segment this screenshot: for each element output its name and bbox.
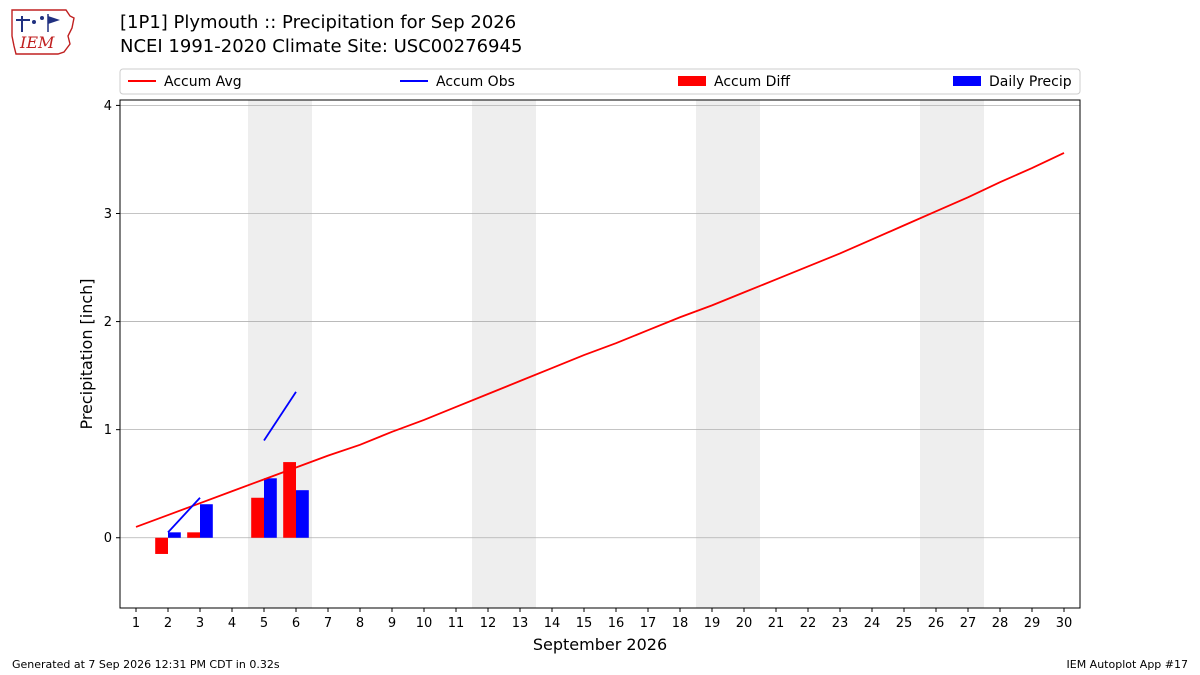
- x-tick-label: 8: [356, 616, 364, 631]
- legend: Accum Avg Accum Obs Accum Diff Daily Precip: [119, 68, 1081, 95]
- y-axis-label: Precipitation [inch]: [77, 278, 96, 429]
- accum-diff-bar: [155, 537, 168, 554]
- x-tick-label: 5: [260, 616, 268, 631]
- weekend-band: [472, 100, 536, 608]
- legend-label: Accum Diff: [714, 74, 790, 90]
- x-axis-label: September 2026: [533, 635, 667, 654]
- x-tick-label: 9: [388, 616, 396, 631]
- legend-label: Daily Precip: [989, 74, 1072, 90]
- x-tick-label: 28: [992, 616, 1009, 631]
- x-tick-label: 18: [672, 616, 689, 631]
- legend-label: Accum Obs: [436, 74, 515, 90]
- legend-label: Accum Avg: [164, 74, 242, 90]
- x-tick-label: 17: [640, 616, 657, 631]
- legend-box: [119, 68, 1081, 95]
- x-tick-label: 12: [480, 616, 497, 631]
- x-tick-label: 24: [864, 616, 881, 631]
- legend-swatch-daily-precip: [953, 76, 981, 86]
- y-tick-label: 3: [104, 207, 112, 222]
- weekend-band: [696, 100, 760, 608]
- x-tick-label: 25: [896, 616, 913, 631]
- x-tick-label: 3: [196, 616, 204, 631]
- accum-diff-bar: [187, 532, 200, 538]
- chart-title: [1P1] Plymouth :: Precipitation for Sep …: [120, 12, 517, 33]
- daily-precip-bar: [168, 532, 181, 538]
- iem-logo: IEM: [8, 6, 80, 58]
- x-tick-label: 20: [736, 616, 753, 631]
- accum-avg-line: [135, 152, 1065, 528]
- weekend-band: [920, 100, 984, 608]
- x-tick-label: 1: [132, 616, 140, 631]
- y-tick-label: 0: [104, 531, 112, 546]
- x-tick-label: 6: [292, 616, 300, 631]
- x-tick-label: 11: [448, 616, 465, 631]
- x-tick-label: 19: [704, 616, 721, 631]
- daily-precip-bar: [200, 504, 213, 538]
- y-tick-label: 1: [104, 423, 112, 438]
- generated-timestamp: Generated at 7 Sep 2026 12:31 PM CDT in …: [12, 658, 280, 671]
- x-tick-label: 2: [164, 616, 172, 631]
- x-tick-label: 16: [608, 616, 625, 631]
- daily-precip-bar: [264, 478, 277, 538]
- accum-obs-line: [263, 391, 297, 441]
- x-tick-label: 23: [832, 616, 849, 631]
- x-tick-label: 15: [576, 616, 593, 631]
- x-tick-label: 26: [928, 616, 945, 631]
- x-tick-label: 27: [960, 616, 977, 631]
- y-tick-label: 4: [104, 99, 112, 114]
- x-tick-label: 10: [416, 616, 433, 631]
- accum-diff-bar: [283, 462, 296, 538]
- x-tick-label: 14: [544, 616, 561, 631]
- x-tick-label: 29: [1024, 616, 1041, 631]
- y-tick-label: 2: [104, 315, 112, 330]
- chart-subtitle: NCEI 1991-2020 Climate Site: USC00276945: [120, 36, 523, 57]
- x-tick-label: 4: [228, 616, 236, 631]
- x-tick-label: 22: [800, 616, 817, 631]
- x-tick-label: 13: [512, 616, 529, 631]
- autoplot-app-label: IEM Autoplot App #17: [1066, 658, 1189, 671]
- logo-text: IEM: [19, 33, 55, 52]
- legend-swatch-accum-diff: [678, 76, 706, 86]
- accum-obs-line: [167, 497, 201, 533]
- axes-frame: [119, 99, 1081, 609]
- x-tick-label: 21: [768, 616, 785, 631]
- x-tick-label: 30: [1056, 616, 1073, 631]
- accum-diff-bar: [251, 497, 264, 538]
- x-tick-label: 7: [324, 616, 332, 631]
- daily-precip-bar: [296, 490, 309, 538]
